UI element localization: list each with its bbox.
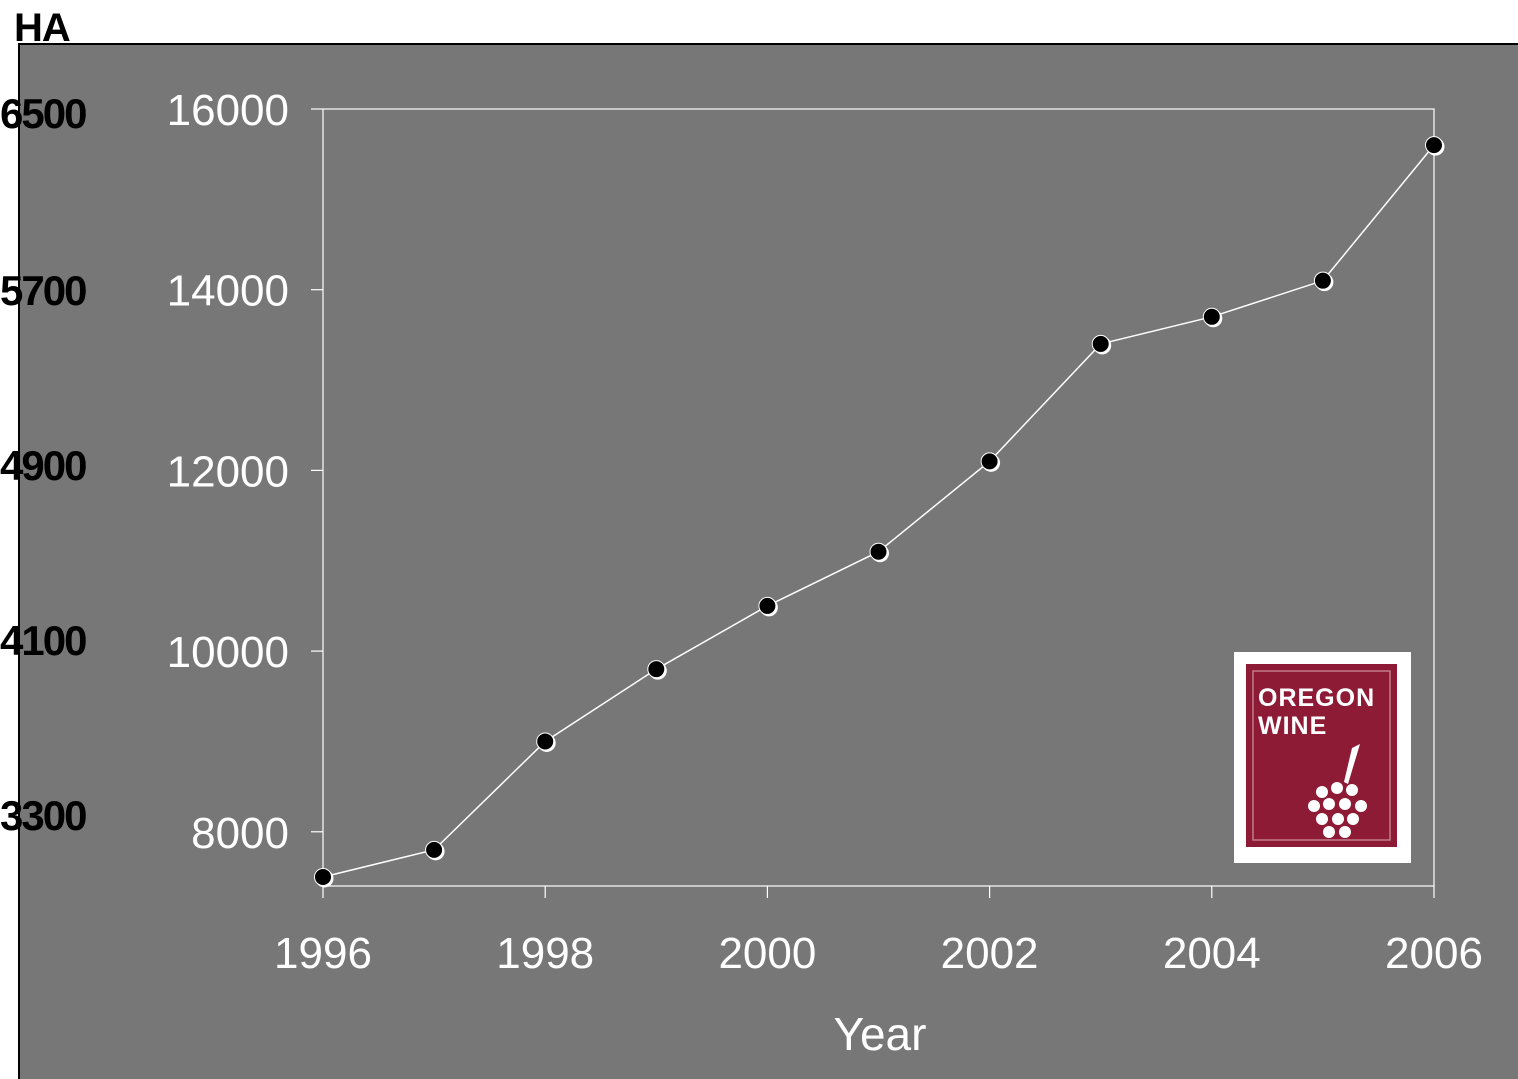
- x-axis-label: Year: [834, 1008, 927, 1060]
- x-axis-ticks: 1996 1998 2000 2002 2004 2006: [274, 886, 1483, 978]
- y-axis-ticks: 16000 14000 12000 10000 8000: [167, 86, 323, 858]
- y-tick-label: 16000: [167, 86, 289, 135]
- x-tick-label: 2002: [941, 929, 1039, 978]
- data-point: [869, 542, 888, 561]
- data-point: [647, 660, 666, 679]
- ha-tick-label: 3300: [0, 795, 87, 837]
- logo-text-oregon: OREGON: [1258, 684, 1375, 712]
- x-tick-label: 2004: [1163, 929, 1261, 978]
- x-tick-label: 2000: [718, 929, 816, 978]
- y-tick-label: 10000: [167, 628, 289, 677]
- chart-axes: [322, 108, 1435, 887]
- x-tick-label: 1996: [274, 929, 372, 978]
- ha-tick-label: 4900: [0, 445, 87, 487]
- y-tick-label: 14000: [167, 267, 289, 316]
- data-point: [1202, 307, 1221, 326]
- series-markers: [314, 136, 1445, 888]
- data-point: [536, 732, 555, 751]
- x-tick-label: 1998: [496, 929, 594, 978]
- data-point: [1091, 334, 1110, 353]
- grape-cluster-icon: [1308, 744, 1367, 838]
- y-tick-label: 12000: [167, 447, 289, 496]
- data-point: [980, 452, 999, 471]
- plot-frame: [322, 108, 1435, 887]
- data-point: [758, 596, 777, 615]
- data-point: [1425, 136, 1443, 155]
- y-tick-label: 8000: [191, 809, 289, 858]
- data-point: [314, 867, 332, 886]
- chart-panel: [18, 43, 1518, 1079]
- data-point: [1313, 271, 1332, 290]
- data-point: [425, 840, 444, 859]
- ha-tick-label: 5700: [0, 270, 87, 312]
- logo-border: [1252, 670, 1391, 841]
- oregon-wine-logo: OREGON WINE: [1234, 652, 1411, 863]
- ha-tick-label: 4100: [0, 620, 87, 662]
- ha-axis-label: HA: [14, 6, 71, 50]
- ha-tick-label: 6500: [0, 93, 87, 135]
- logo-text-wine: WINE: [1258, 712, 1327, 740]
- x-tick-label: 2006: [1385, 929, 1483, 978]
